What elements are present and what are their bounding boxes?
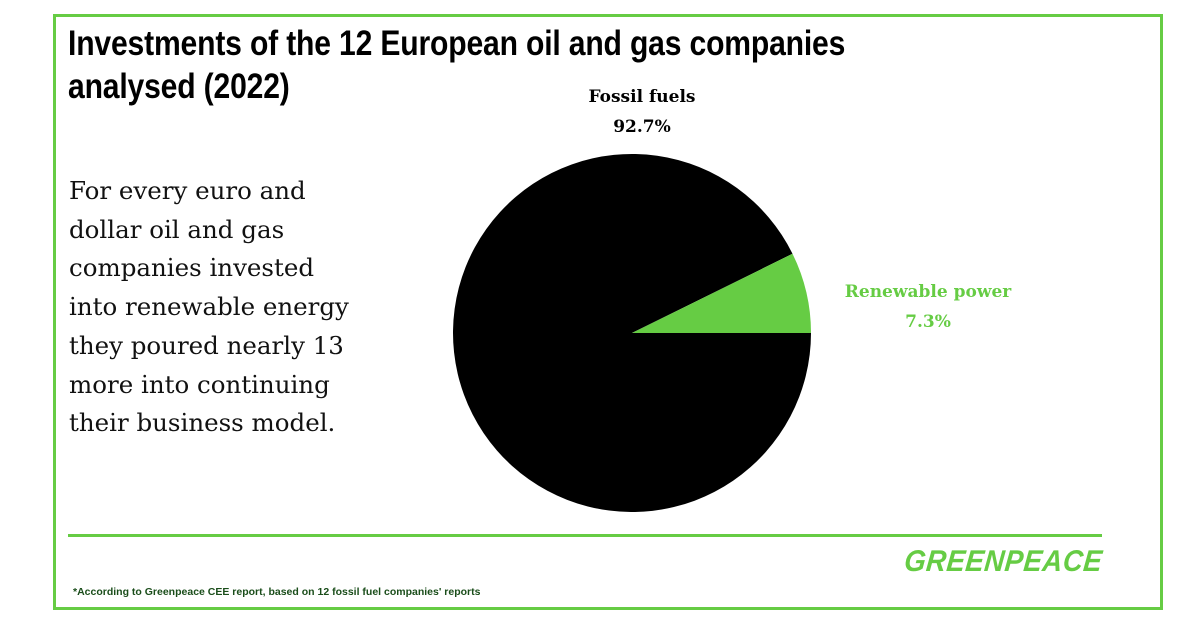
slice-label-fossil-fuels: Fossil fuels bbox=[589, 87, 696, 107]
slice-label-renewable-power: Renewable power bbox=[845, 282, 1013, 302]
pie-slice-fossil-fuels bbox=[453, 153, 811, 512]
card-frame bbox=[53, 14, 1163, 610]
slice-value-renewable-power: 7.3% bbox=[905, 312, 951, 332]
chart-title: Investments of the 12 European oil and g… bbox=[68, 24, 846, 106]
pie-slice-renewable-power bbox=[632, 253, 811, 333]
footer-divider bbox=[68, 534, 1102, 537]
source-footnote: *According to Greenpeace CEE report, bas… bbox=[73, 586, 481, 598]
greenpeace-logo: GREENPEACE bbox=[902, 545, 1104, 578]
description-text: For every euro and dollar oil and gas co… bbox=[69, 176, 349, 438]
slice-value-fossil-fuels: 92.7% bbox=[613, 117, 671, 137]
